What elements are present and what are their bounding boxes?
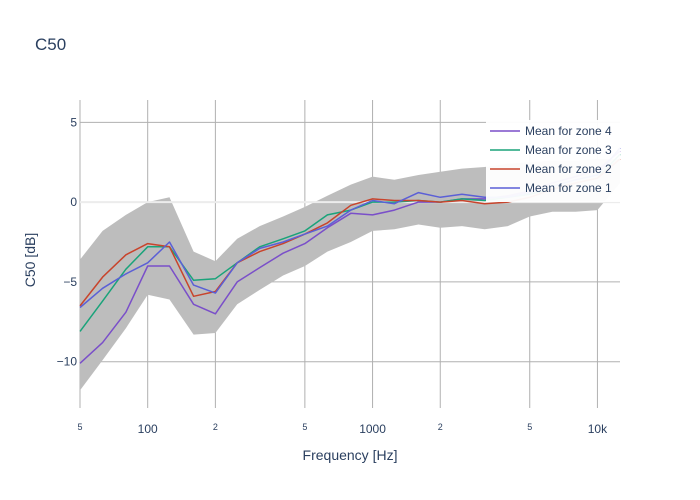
y-tick-labels: 5 0 −5 −10 xyxy=(57,115,78,368)
y-axis-title: C50 [dB] xyxy=(22,233,38,287)
legend-label[interactable]: Mean for zone 3 xyxy=(525,143,612,157)
legend-label[interactable]: Mean for zone 1 xyxy=(525,181,612,195)
x-tick-label: 100 xyxy=(138,422,158,436)
y-tick-label: −10 xyxy=(57,355,78,369)
spread-band xyxy=(80,159,620,391)
x-tick-label: 2 xyxy=(438,422,443,432)
y-tick-label: 5 xyxy=(70,115,77,129)
legend[interactable]: Mean for zone 4 Mean for zone 3 Mean for z… xyxy=(486,120,620,202)
spread-band-area xyxy=(80,159,620,391)
x-tick-label: 5 xyxy=(302,422,307,432)
x-tick-label: 1000 xyxy=(359,422,386,436)
x-tick-label: 10k xyxy=(588,422,608,436)
x-tick-label: 5 xyxy=(77,422,82,432)
x-axis-title: Frequency [Hz] xyxy=(303,447,398,463)
legend-label[interactable]: Mean for zone 2 xyxy=(525,162,612,176)
y-tick-label: 0 xyxy=(70,195,77,209)
y-tick-label: −5 xyxy=(63,275,77,289)
x-tick-label: 2 xyxy=(213,422,218,432)
x-tick-label: 5 xyxy=(527,422,532,432)
chart-title: C50 xyxy=(35,35,66,54)
x-tick-labels: 5 100 2 5 1000 2 5 10k xyxy=(77,422,608,436)
legend-label[interactable]: Mean for zone 4 xyxy=(525,124,612,138)
